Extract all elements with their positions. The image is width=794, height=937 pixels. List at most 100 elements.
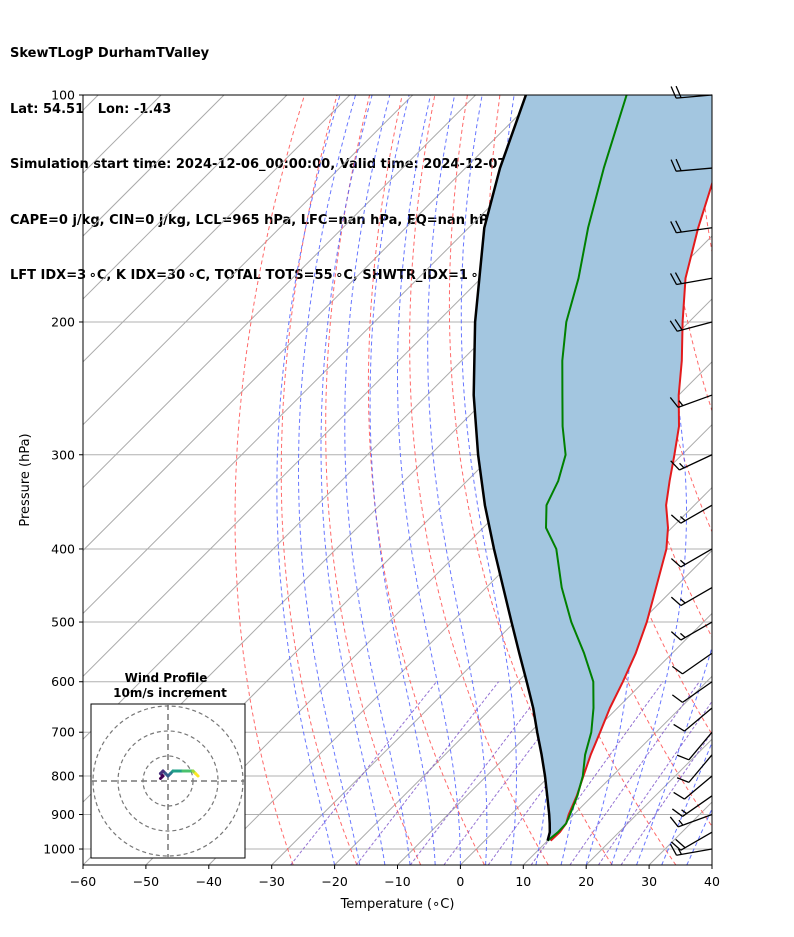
moist-adiabat	[397, 95, 461, 865]
x-tick-label: −40	[196, 874, 222, 889]
wind-barb-flag	[673, 723, 685, 732]
wind-barb-staff	[682, 795, 713, 817]
mixing-ratio-line	[290, 681, 437, 865]
wind-barb-flag	[670, 460, 680, 471]
moist-adiabat	[427, 95, 488, 865]
wind-barb-flag	[671, 694, 683, 703]
moist-adiabat	[344, 95, 411, 865]
chart-header: SkewTLogP DurhamTValley Lat: 54.51 Lon: …	[10, 8, 603, 304]
moist-adiabat	[711, 863, 712, 865]
dry-adiabat	[280, 95, 358, 865]
hodograph-title: Wind Profile	[125, 671, 208, 685]
x-tick-label: 40	[704, 874, 720, 889]
wind-barb-staff	[680, 586, 713, 607]
wind-barb-flag	[670, 159, 677, 172]
y-tick-label: 400	[51, 541, 75, 556]
isotherm	[83, 95, 602, 615]
wind-barb-staff	[676, 848, 713, 856]
wind-barb-flag	[669, 320, 678, 332]
y-tick-label: 900	[51, 807, 75, 822]
wind-barb-staff	[676, 227, 713, 234]
y-tick-label: 700	[51, 725, 75, 740]
y-tick-label: 300	[51, 447, 75, 462]
wind-barb-staff	[680, 504, 713, 524]
wind-barb-half-flag	[681, 809, 687, 815]
hodograph-subtitle: 10m/s increment	[113, 686, 227, 700]
mixing-ratio-line	[569, 681, 700, 865]
y-tick-label: 800	[51, 768, 75, 783]
wind-barb-half-flag	[679, 516, 686, 522]
x-axis-label: Temperature (∘C)	[340, 897, 455, 912]
wind-barb-staff	[684, 707, 713, 732]
x-tick-label: −10	[384, 874, 410, 889]
isotherm	[711, 864, 712, 865]
wind-barb-half-flag	[679, 462, 685, 469]
dewpoint-line	[545, 95, 628, 842]
x-tick-label: −60	[70, 874, 96, 889]
wind-barb-flag	[670, 558, 682, 568]
moist-adiabat	[276, 95, 341, 865]
x-tick-label: 20	[578, 874, 594, 889]
wind-barb-flag	[676, 777, 690, 783]
y-tick-label: 600	[51, 674, 75, 689]
wind-barb-flag	[669, 273, 678, 285]
wind-barb-half-flag	[678, 400, 684, 407]
isotherm	[83, 95, 414, 426]
wind-barb-flag	[675, 85, 682, 98]
chart-title: SkewTLogP DurhamTValley	[10, 46, 210, 61]
mixing-ratio-line	[597, 700, 712, 865]
mixing-ratio-line	[355, 681, 499, 865]
parcel-line	[472, 95, 552, 842]
wind-barb-flag	[670, 631, 682, 641]
dry-adiabat	[325, 95, 422, 865]
isotherm	[83, 95, 539, 552]
y-tick-label: 100	[51, 88, 75, 103]
x-tick-label: 30	[641, 874, 657, 889]
x-tick-label: −20	[321, 874, 347, 889]
mixing-ratio-line	[530, 681, 664, 865]
x-tick-label: 0	[456, 874, 464, 889]
dry-adiabat	[367, 95, 485, 865]
y-tick-label: 500	[51, 615, 75, 630]
dry-adiabat	[234, 95, 305, 865]
location-line: Lat: 54.51 Lon: -1.43	[10, 101, 172, 117]
wind-barb-staff	[677, 813, 713, 828]
wind-barb-flag	[675, 220, 682, 233]
wind-barb-flag	[673, 791, 685, 800]
wind-barb-staff	[688, 731, 713, 761]
wind-barb-flag	[675, 158, 682, 172]
x-tick-label: −50	[133, 874, 159, 889]
hodograph-ring	[117, 730, 219, 832]
y-tick-label: 1000	[43, 842, 75, 857]
wind-barb-half-flag	[679, 559, 686, 565]
wind-barb-staff	[682, 652, 713, 675]
isotherm	[83, 95, 476, 489]
wind-barb-flag	[675, 838, 686, 849]
dry-adiabat	[409, 95, 549, 865]
wind-barb-flag	[671, 808, 683, 817]
wind-barb-staff	[679, 454, 713, 471]
wind-barb-staff	[680, 831, 713, 851]
y-tick-label: 200	[51, 314, 75, 329]
isotherm	[397, 549, 712, 865]
profile-lines	[472, 95, 712, 842]
wind-barb-half-flag	[677, 848, 683, 855]
isotherm	[83, 95, 288, 300]
dry-adiabat	[761, 95, 794, 865]
indices-line-2: LFT IDX=3 ∘C, K IDX=30 ∘C, TOTAL TOTS=55…	[10, 268, 489, 283]
wind-barb-staff	[680, 621, 713, 641]
moist-adiabat	[298, 95, 361, 865]
wind-barb-flag	[676, 754, 690, 761]
isotherm	[83, 95, 225, 237]
x-tick-label: 10	[515, 874, 531, 889]
wind-barb-flag	[669, 397, 679, 408]
wind-barb-flag	[669, 816, 679, 828]
x-tick-label: −30	[259, 874, 285, 889]
hodograph-plot	[91, 704, 245, 858]
wind-barb-staff	[688, 754, 713, 783]
wind-barb-half-flag	[679, 632, 686, 639]
hodograph: Wind Profile 10m/s increment	[90, 671, 246, 859]
wind-barbs	[669, 85, 713, 856]
mixing-ratio-line	[409, 681, 550, 865]
